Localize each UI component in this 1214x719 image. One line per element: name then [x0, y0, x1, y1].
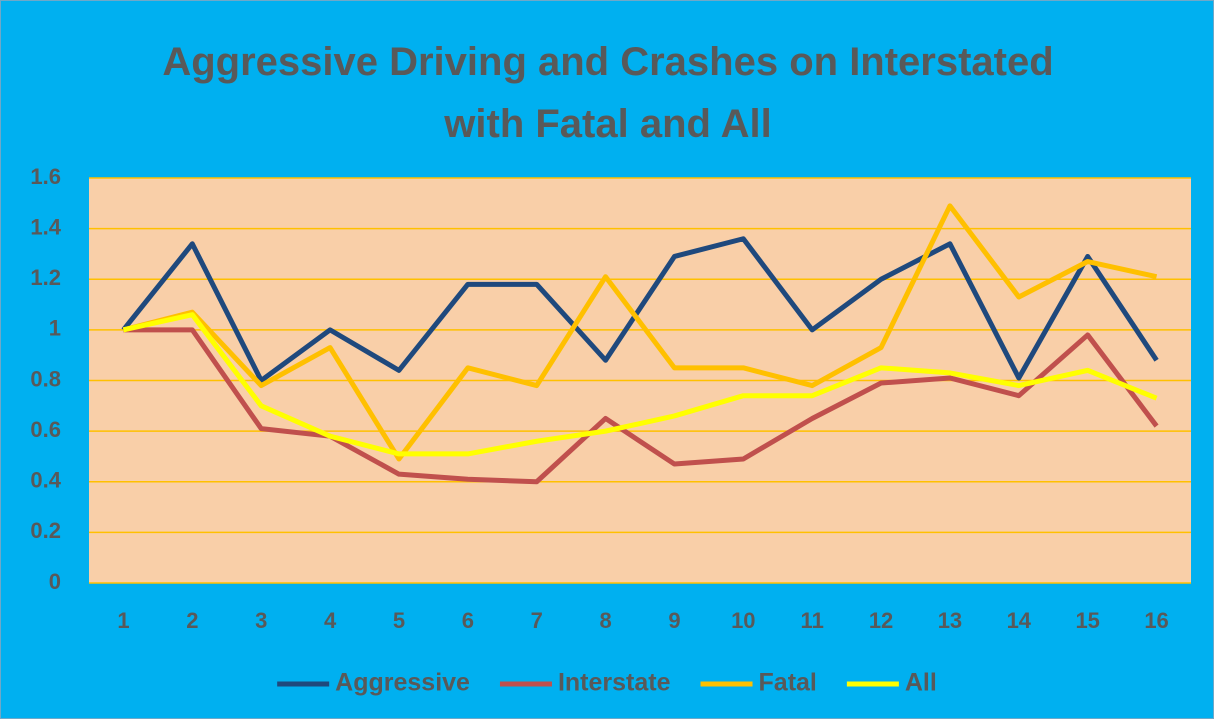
y-tick-label: 0.8 — [30, 366, 61, 391]
series-line — [122, 203, 1158, 462]
y-tick-label: 0.6 — [30, 417, 61, 442]
legend-label: Aggressive — [335, 669, 470, 697]
y-tick-label: 1.6 — [30, 164, 61, 189]
y-tick-label: 1.2 — [30, 265, 61, 290]
legend-label: All — [905, 669, 937, 697]
y-tick-label: 0.2 — [30, 518, 61, 543]
x-tick-label: 8 — [599, 608, 611, 633]
x-tick-label: 11 — [801, 608, 824, 633]
x-tick-label: 16 — [1144, 608, 1168, 633]
x-tick-label: 2 — [186, 608, 198, 633]
series-line — [123, 327, 1159, 485]
y-tick-label: 1 — [49, 316, 61, 341]
x-tick-label: 9 — [668, 608, 680, 633]
y-tick-label: 1.4 — [30, 214, 61, 239]
y-tick-label: 0 — [49, 569, 61, 594]
x-tick-label: 7 — [531, 608, 543, 633]
x-tick-label: 5 — [393, 608, 405, 633]
chart-title: Aggressive Driving and Crashes on Inters… — [162, 40, 1054, 146]
legend-label: Fatal — [759, 669, 817, 697]
x-tick-label: 1 — [117, 608, 129, 633]
x-tick-label: 3 — [255, 608, 267, 633]
legend-label: Interstate — [558, 669, 671, 697]
x-tick-label: 4 — [324, 608, 337, 633]
x-tick-label: 14 — [1007, 608, 1032, 633]
x-tick-label: 13 — [938, 608, 962, 633]
y-tick-label: 0.4 — [30, 468, 61, 493]
x-tick-label: 15 — [1075, 608, 1099, 633]
x-tick-label: 6 — [462, 608, 474, 633]
x-tick-label: 12 — [869, 608, 893, 633]
series-line — [122, 312, 1158, 457]
x-tick-label: 10 — [731, 608, 755, 633]
series-line — [121, 236, 1159, 383]
